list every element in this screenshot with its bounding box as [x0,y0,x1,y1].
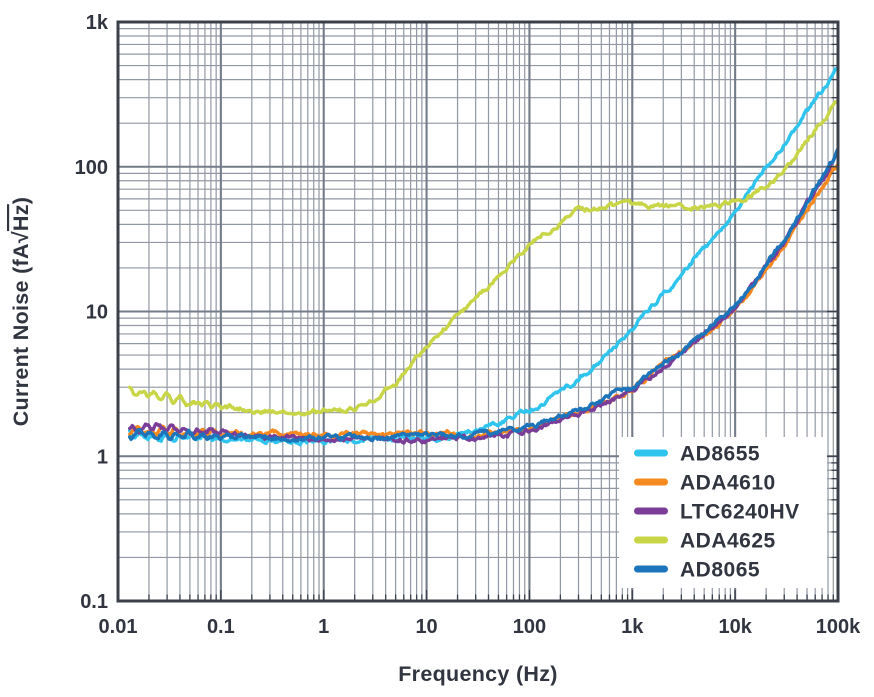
x-tick-label-100: 100 [513,616,546,638]
legend-label-ADA4625: ADA4625 [680,530,776,553]
y-axis-tick-labels: 0.1 1 10 100 1k [75,12,109,613]
legend-item-ADA4610: ADA4610 [634,472,776,495]
y-tick-label-10: 10 [86,302,108,324]
y-tick-label-100: 100 [75,157,108,179]
y-tick-label-1: 1 [97,446,108,468]
legend-label-ADA4610: ADA4610 [680,472,776,495]
x-tick-label-10: 10 [415,616,437,638]
x-tick-label-1: 1 [318,616,329,638]
y-tick-label-0.1: 0.1 [80,591,108,613]
legend-swatch-AD8655 [634,449,668,457]
series-line-ADA4610 [127,162,838,441]
x-tick-label-0.01: 0.01 [99,616,138,638]
plot-border [116,20,840,603]
series-line-LTC6240HV [127,150,838,445]
x-tick-label-10k: 10k [718,616,752,638]
legend-item-ADA4625: ADA4625 [634,530,776,553]
x-axis-tick-labels: 0.01 0.1 1 10 100 1k 10k 100k [99,616,862,638]
series-curves [127,66,838,447]
legend-item-LTC6240HV: LTC6240HV [634,501,800,524]
legend-item-AD8065: AD8065 [634,559,760,582]
x-axis-title: Frequency (Hz) [398,662,558,686]
legend-label-AD8655: AD8655 [680,443,760,466]
legend-swatch-AD8065 [634,565,668,573]
series-line-ADA4625 [127,99,838,417]
y-axis-title: Current Noise (fA√Hz) [9,197,33,427]
series-line-AD8065 [127,147,838,444]
x-tick-label-1k: 1k [621,616,644,638]
legend-swatch-LTC6240HV [634,507,668,515]
legend-label-LTC6240HV: LTC6240HV [680,501,800,524]
legend: AD8655 ADA4610 LTC6240HV ADA4625 AD8065 [619,437,827,588]
x-tick-label-0.1: 0.1 [207,616,235,638]
legend-swatch-ADA4610 [634,478,668,486]
legend-item-AD8655: AD8655 [634,443,760,466]
legend-label-AD8065: AD8065 [680,559,760,582]
x-tick-label-100k: 100k [816,616,861,638]
y-tick-label-1k: 1k [86,12,109,34]
series-line-AD8655 [127,66,838,447]
legend-swatch-ADA4625 [634,536,668,544]
